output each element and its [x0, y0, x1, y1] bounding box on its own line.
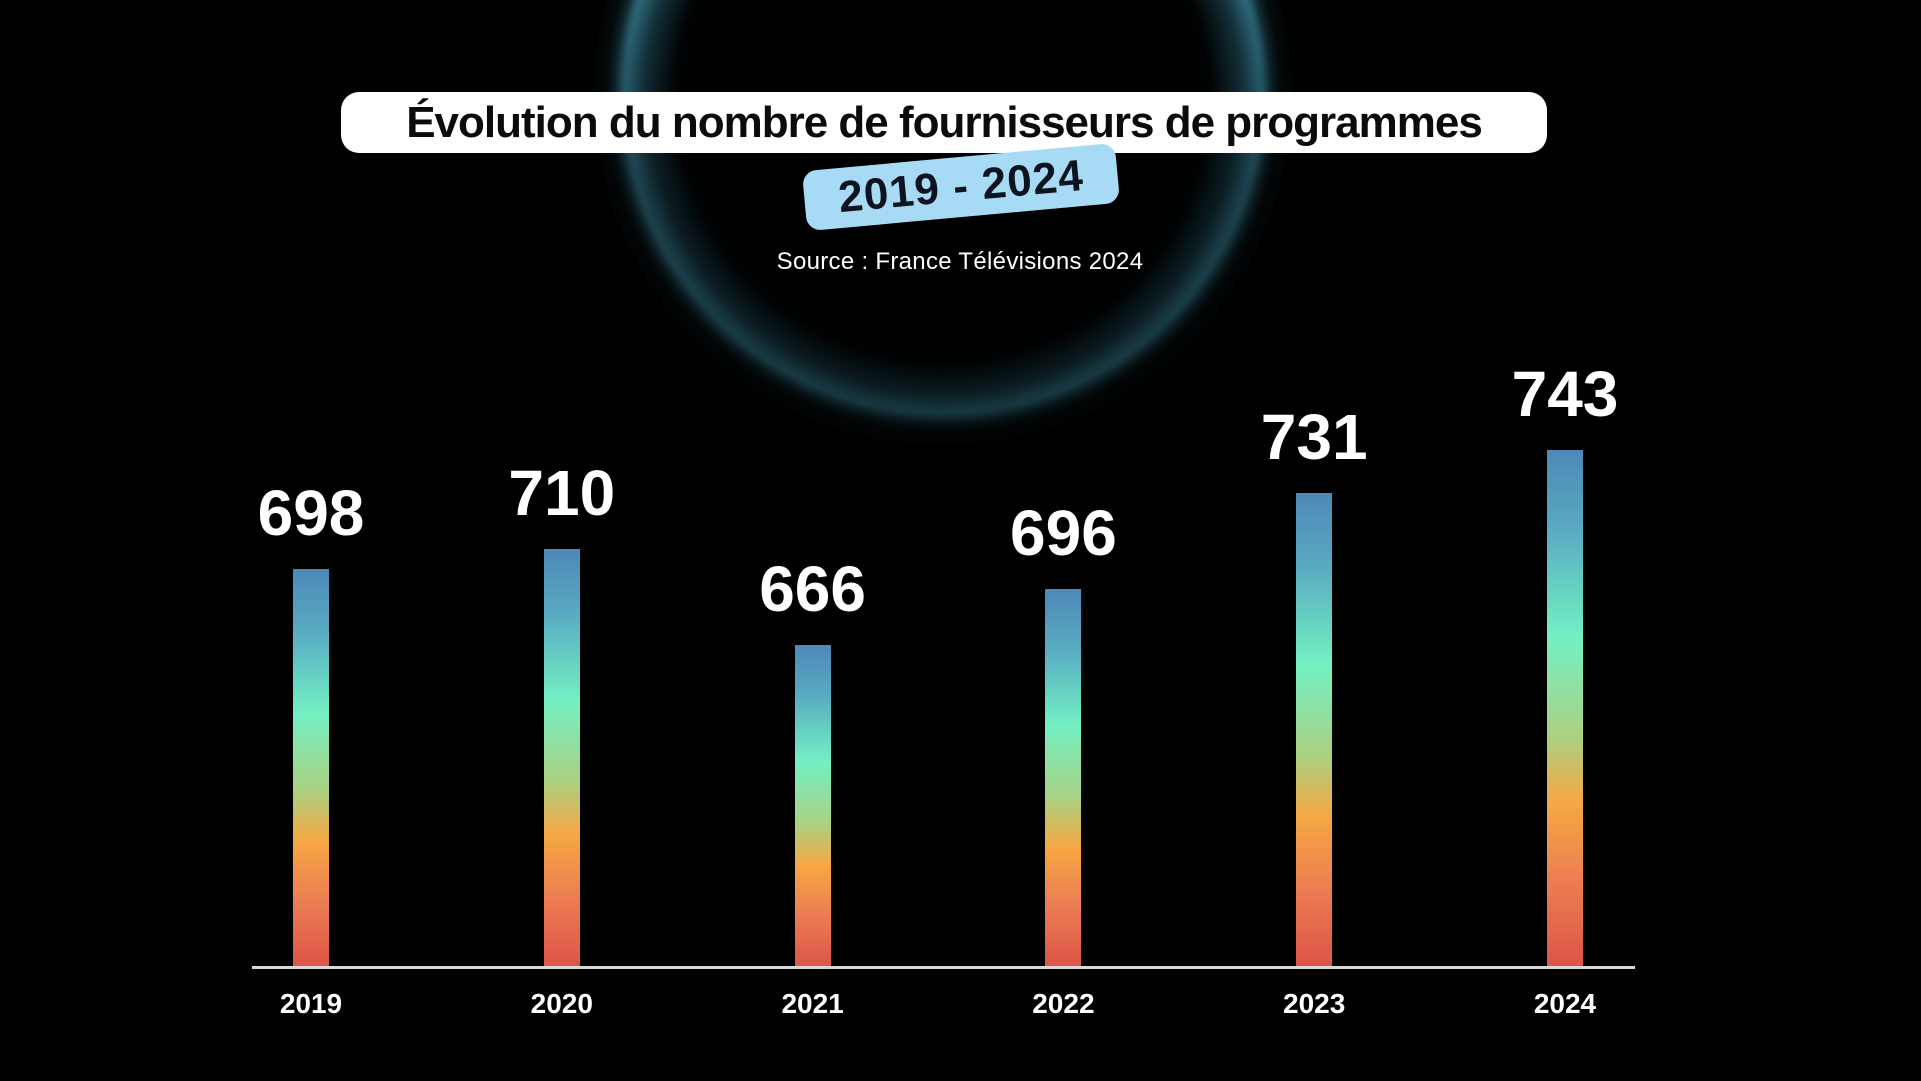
value-label: 710 [508, 457, 616, 529]
bar-2020 [543, 549, 580, 969]
value-label: 698 [257, 477, 365, 549]
bar-column: 731 [1254, 405, 1374, 969]
category-label: 2022 [1032, 988, 1095, 1019]
value-label: 666 [759, 553, 866, 625]
bar-2023 [1296, 493, 1333, 969]
chart-title-pill: Évolution du nombre de fournisseurs de p… [341, 92, 1547, 153]
bar-column: 696 [1003, 501, 1123, 969]
category-label: 2021 [781, 988, 844, 1019]
bar-column: 743 [1505, 362, 1625, 969]
value-label: 731 [1260, 401, 1368, 473]
category-label: 2024 [1533, 988, 1597, 1019]
source-caption: Source : France Télévisions 2024 [776, 248, 1144, 275]
bar-column: 698 [251, 481, 371, 969]
bar-2022 [1045, 589, 1082, 969]
bar-2024 [1547, 450, 1583, 969]
value-label: 743 [1511, 358, 1619, 430]
x-axis-line [252, 966, 1635, 969]
bar-2021 [794, 645, 831, 969]
category-label: 2023 [1283, 988, 1346, 1019]
category-label: 2019 [279, 988, 343, 1019]
bar-column: 710 [502, 461, 622, 969]
bar-column: 666 [753, 557, 873, 969]
bar-2019 [293, 569, 329, 969]
chart-title: Évolution du nombre de fournisseurs de p… [406, 98, 1483, 147]
category-label: 2020 [530, 988, 593, 1019]
value-label: 696 [1010, 497, 1117, 569]
